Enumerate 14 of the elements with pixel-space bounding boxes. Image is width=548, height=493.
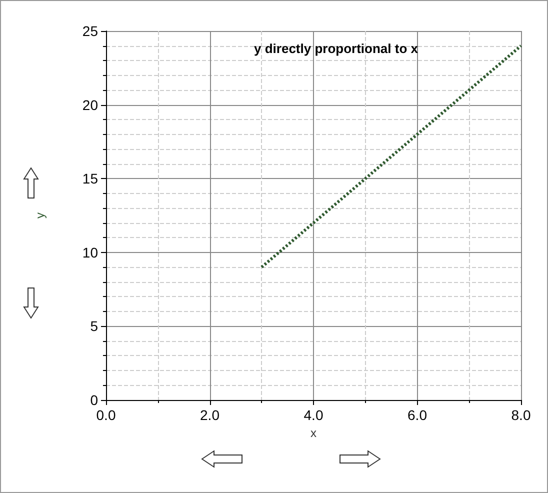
x-tick-label: 0.0	[96, 407, 116, 423]
y-tick-label: 15	[82, 170, 98, 187]
x-tick-label: 4.0	[304, 407, 324, 423]
x-tick-label: 8.0	[511, 407, 531, 423]
y-tick-label: 5	[90, 318, 98, 334]
x-tick-label: 6.0	[408, 407, 428, 423]
y-tick-label: 0	[90, 392, 98, 408]
x-axis-title: x	[310, 426, 316, 440]
y-tick-label: 20	[82, 96, 98, 113]
text: y directly proportional to x	[254, 41, 419, 56]
x-tick-label: 2.0	[200, 407, 220, 423]
y-tick-label: 10	[82, 244, 98, 260]
y-axis-title: y	[33, 212, 47, 218]
y-tick-label: 25	[82, 23, 98, 39]
